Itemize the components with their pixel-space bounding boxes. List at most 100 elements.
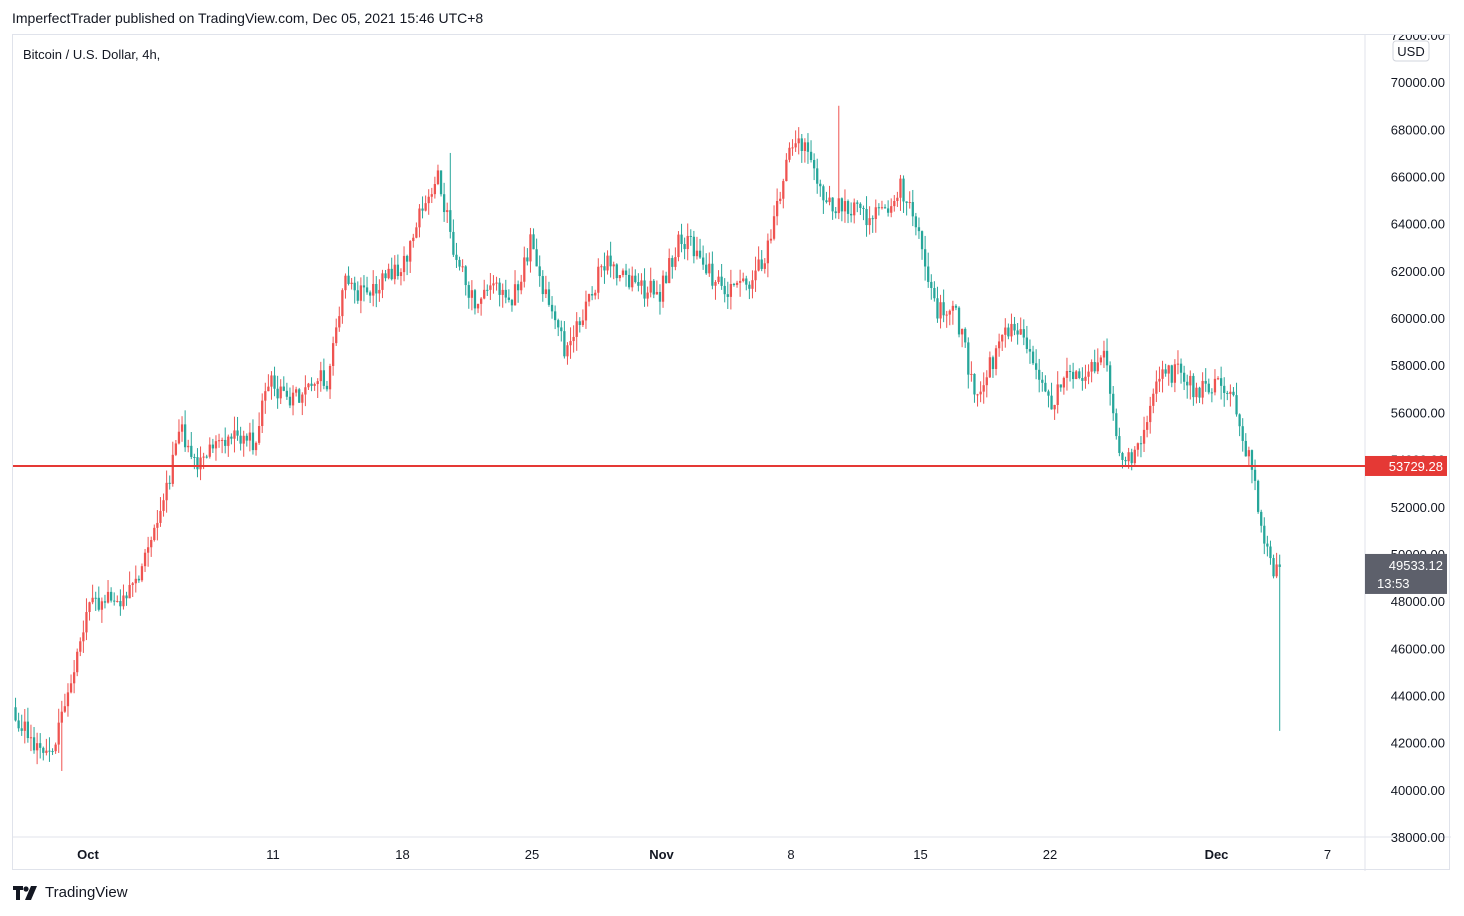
candle[interactable] — [634, 269, 637, 284]
candle[interactable] — [282, 376, 285, 392]
candle[interactable] — [624, 263, 628, 287]
candle[interactable] — [627, 268, 631, 290]
candle[interactable] — [849, 202, 853, 223]
candle[interactable] — [930, 274, 933, 300]
candle[interactable] — [381, 269, 384, 299]
candle[interactable] — [1059, 384, 1062, 392]
candle[interactable] — [1068, 364, 1072, 382]
candle[interactable] — [735, 280, 739, 288]
candle[interactable] — [594, 289, 597, 300]
candle[interactable] — [399, 268, 403, 286]
candle[interactable] — [997, 333, 1001, 357]
currency-badge[interactable]: USD — [1392, 40, 1430, 62]
candle[interactable] — [553, 305, 557, 330]
candle[interactable] — [840, 197, 844, 222]
candle[interactable] — [94, 591, 97, 611]
candle[interactable] — [970, 361, 973, 382]
candle[interactable] — [994, 345, 998, 376]
candle[interactable] — [911, 189, 914, 227]
candle[interactable] — [415, 222, 418, 239]
candle[interactable] — [954, 304, 958, 311]
candle[interactable] — [748, 281, 751, 300]
candle[interactable] — [643, 268, 646, 307]
candle[interactable] — [39, 733, 42, 759]
candle[interactable] — [723, 278, 726, 303]
candle[interactable] — [424, 195, 427, 212]
candle[interactable] — [1096, 348, 1099, 375]
candle[interactable] — [134, 565, 137, 593]
candle[interactable] — [288, 387, 292, 409]
candle[interactable] — [347, 266, 350, 286]
candle[interactable] — [1115, 408, 1118, 440]
candle[interactable] — [125, 591, 128, 606]
candle[interactable] — [794, 130, 797, 152]
candle[interactable] — [464, 265, 467, 296]
candle[interactable] — [335, 318, 338, 346]
candle[interactable] — [76, 648, 79, 677]
candle[interactable] — [285, 382, 289, 400]
candle[interactable] — [177, 419, 181, 445]
candle[interactable] — [803, 138, 807, 163]
candle[interactable] — [868, 206, 871, 235]
candle[interactable] — [874, 199, 877, 233]
candle[interactable] — [668, 248, 671, 284]
candle[interactable] — [341, 288, 344, 324]
candle[interactable] — [254, 441, 258, 456]
candle[interactable] — [439, 170, 443, 197]
candle[interactable] — [883, 204, 887, 209]
candle[interactable] — [957, 306, 961, 338]
candle[interactable] — [1056, 371, 1059, 414]
candle[interactable] — [1161, 360, 1164, 393]
candle[interactable] — [196, 448, 199, 478]
candle[interactable] — [199, 446, 202, 481]
candle[interactable] — [769, 229, 773, 244]
candle[interactable] — [356, 281, 359, 304]
candle[interactable] — [674, 247, 677, 271]
candle[interactable] — [174, 439, 178, 457]
candle[interactable] — [760, 250, 763, 272]
candle[interactable] — [1198, 386, 1201, 403]
candle[interactable] — [886, 200, 890, 217]
candle[interactable] — [991, 355, 995, 378]
candle[interactable] — [806, 133, 810, 164]
candle[interactable] — [754, 256, 757, 292]
candle[interactable] — [843, 189, 847, 223]
candle[interactable] — [91, 584, 94, 605]
candle[interactable] — [507, 289, 511, 303]
candles[interactable] — [14, 105, 1281, 771]
candle[interactable] — [427, 189, 430, 215]
candle[interactable] — [1213, 369, 1217, 396]
price-axis[interactable]: 38000.00 40000.00 42000.00 44000.00 46000.00… — [1391, 35, 1445, 845]
candle[interactable] — [1247, 446, 1251, 467]
candle[interactable] — [137, 575, 141, 583]
candle[interactable] — [877, 203, 881, 216]
candle[interactable] — [409, 240, 412, 273]
candle[interactable] — [914, 212, 918, 236]
candle[interactable] — [353, 276, 356, 304]
candle[interactable] — [661, 270, 665, 308]
candle[interactable] — [942, 289, 945, 323]
candle[interactable] — [800, 133, 803, 163]
candle[interactable] — [1081, 367, 1084, 391]
candle[interactable] — [936, 286, 939, 323]
candle[interactable] — [208, 437, 211, 459]
candle[interactable] — [853, 198, 856, 224]
candle[interactable] — [698, 238, 702, 259]
candle[interactable] — [35, 732, 39, 765]
candle[interactable] — [791, 139, 794, 156]
candle[interactable] — [319, 361, 322, 392]
candle[interactable] — [205, 454, 208, 459]
candle[interactable] — [1053, 404, 1056, 420]
candle[interactable] — [433, 176, 437, 199]
candle[interactable] — [1001, 334, 1004, 351]
candle[interactable] — [20, 714, 23, 736]
candle[interactable] — [1241, 418, 1244, 452]
candle[interactable] — [578, 317, 581, 333]
candle[interactable] — [430, 187, 433, 204]
candle[interactable] — [566, 342, 569, 365]
candle[interactable] — [291, 385, 295, 416]
candle[interactable] — [880, 200, 884, 210]
candle[interactable] — [227, 434, 230, 457]
candle[interactable] — [905, 201, 908, 216]
candle[interactable] — [331, 336, 335, 376]
